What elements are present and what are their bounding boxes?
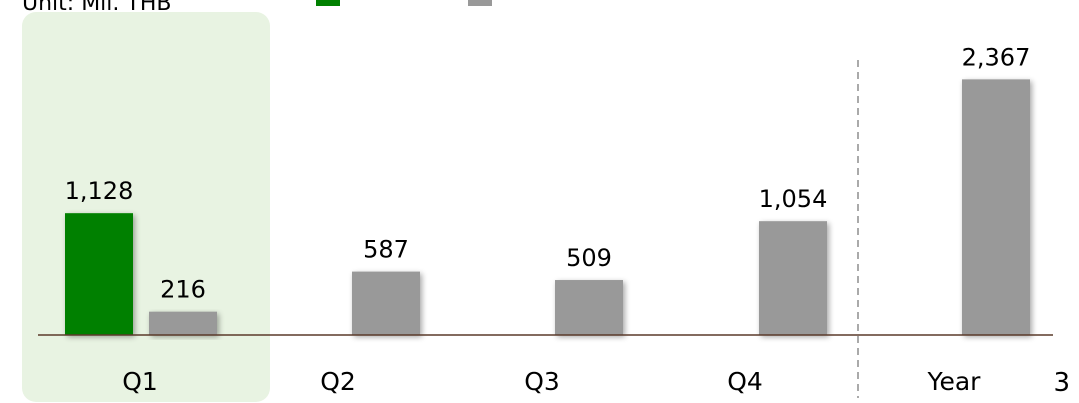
x-tick-label-year: Year (927, 367, 982, 396)
q1-highlight-panel (22, 12, 270, 402)
bars-group (65, 79, 1030, 335)
x-tick-label-q4: Q4 (727, 367, 763, 396)
bar-green-q1 (65, 213, 133, 335)
value-label-gray-q4: 1,054 (759, 185, 828, 213)
unit-label: Unit: Mil. THB (22, 0, 171, 16)
x-tick-labels-group: Q1 Q2 Q3 Q4 Year (122, 367, 981, 396)
bar-gray-q4 (759, 221, 827, 335)
bar-gray-q2 (352, 271, 420, 335)
bar-gray-q3 (555, 280, 623, 335)
x-tick-label-q2: Q2 (320, 367, 356, 396)
bar-gray-year (962, 79, 1030, 335)
legend-swatch-green (316, 0, 340, 6)
legend-swatch-gray (468, 0, 492, 6)
x-tick-label-q1: Q1 (122, 367, 158, 396)
value-labels-group: 1,128 216 587 509 1,054 2,367 (65, 43, 1031, 303)
page-number: 3 (1053, 368, 1070, 398)
value-label-gray-year: 2,367 (962, 43, 1031, 71)
value-label-green-q1: 1,128 (65, 177, 134, 205)
value-label-gray-q1: 216 (160, 276, 206, 304)
value-label-gray-q2: 587 (363, 236, 409, 264)
value-label-gray-q3: 509 (566, 244, 612, 272)
x-tick-label-q3: Q3 (524, 367, 560, 396)
bar-gray-q1 (149, 311, 217, 335)
